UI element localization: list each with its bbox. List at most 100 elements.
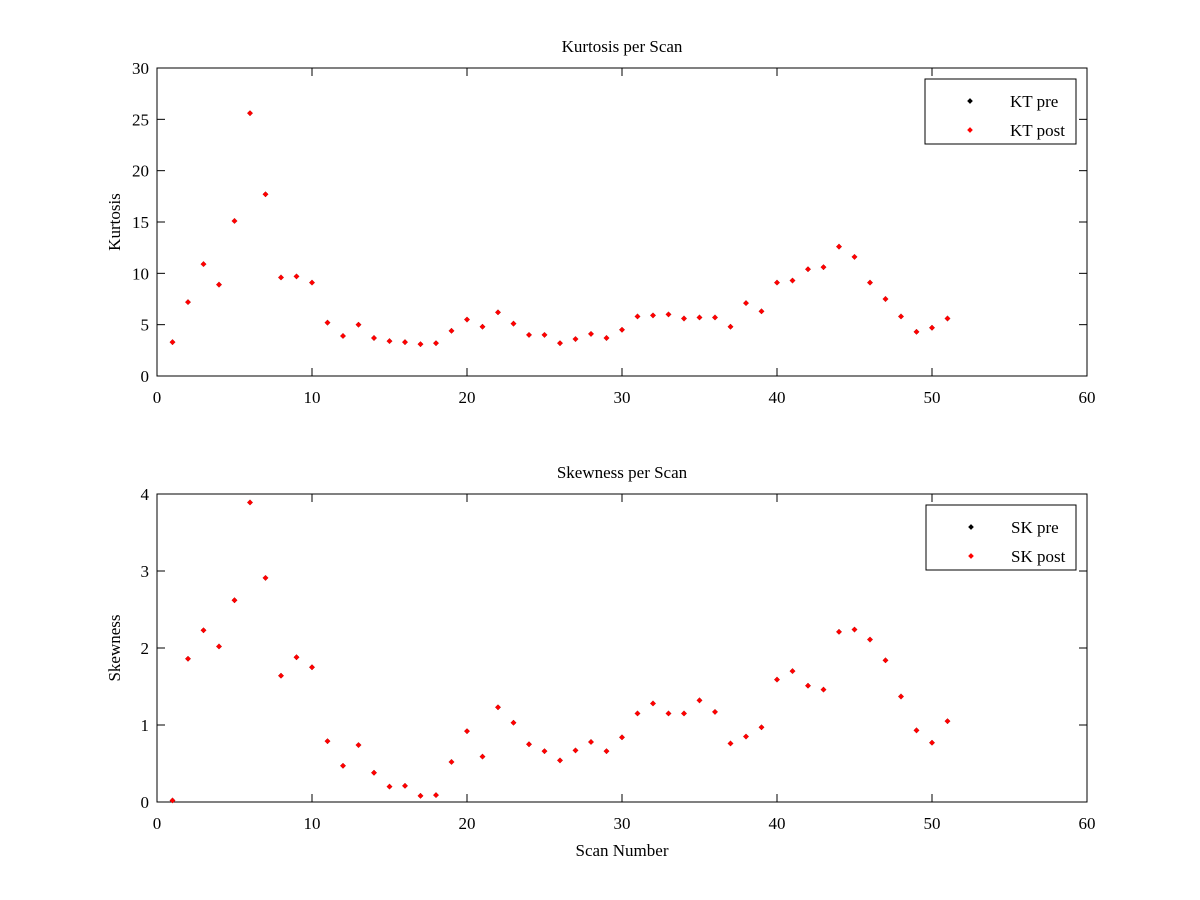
data-point	[805, 682, 811, 689]
x-tick-label: 30	[614, 814, 631, 833]
data-point	[355, 742, 362, 748]
data-point	[929, 739, 935, 746]
data-point	[433, 340, 439, 346]
legend-marker	[967, 98, 973, 104]
y-tick-label: 5	[141, 316, 150, 335]
data-point	[913, 727, 920, 734]
data-point	[417, 793, 424, 799]
data-point	[588, 739, 594, 745]
data-point	[464, 316, 470, 323]
data-point	[510, 320, 517, 327]
data-point	[371, 769, 377, 776]
y-tick-label: 1	[141, 716, 150, 735]
data-point	[758, 308, 765, 315]
chart-panel-1: 0 10 20 30 40 50 60 0 5 10 15 20 25 30 Kurtosis per Sc…	[105, 37, 1096, 407]
data-point	[665, 311, 672, 318]
data-point	[386, 338, 393, 344]
legend-box	[924, 78, 1077, 145]
data-point	[603, 748, 610, 755]
data-point	[433, 792, 439, 798]
data-point	[882, 657, 889, 664]
data-point	[495, 704, 501, 711]
legend-box	[925, 504, 1077, 571]
legend-label: SK post	[1011, 547, 1066, 566]
data-point	[324, 738, 331, 744]
data-point	[758, 724, 765, 731]
data-point	[820, 686, 827, 693]
data-point	[169, 339, 176, 345]
data-point	[231, 597, 238, 604]
data-point	[371, 335, 377, 341]
data-point	[402, 339, 408, 345]
chart-title: Skewness per Scan	[557, 463, 688, 482]
data-point	[231, 218, 238, 224]
legend: SK pre SK post	[925, 504, 1077, 571]
data-point	[200, 627, 207, 634]
data-point	[262, 191, 269, 198]
data-point	[324, 319, 331, 326]
x-tick-label: 20	[459, 814, 476, 833]
legend-label: KT pre	[1010, 92, 1058, 111]
x-tick-label: 0	[153, 814, 162, 833]
data-point	[185, 655, 191, 662]
data-point	[479, 323, 486, 330]
data-point	[634, 710, 641, 717]
data-point	[650, 700, 656, 707]
x-tick-label: 60	[1079, 814, 1096, 833]
data-point	[898, 313, 904, 320]
data-point	[867, 279, 873, 286]
data-point	[944, 718, 951, 724]
data-point	[681, 315, 687, 322]
data-point	[913, 329, 920, 335]
legend-label: KT post	[1010, 121, 1065, 140]
data-point	[696, 314, 703, 321]
data-point	[650, 312, 656, 319]
data-point	[464, 728, 470, 734]
data-point	[340, 762, 346, 769]
data-point	[386, 783, 393, 790]
legend-marker	[968, 524, 974, 530]
y-tick-label: 0	[141, 793, 150, 812]
y-tick-label: 4	[141, 485, 150, 504]
x-axis-label: Scan Number	[575, 841, 668, 860]
data-point	[743, 733, 749, 740]
data-point	[293, 273, 300, 280]
data-point	[712, 314, 718, 321]
data-point	[448, 327, 455, 334]
x-tick-label: 40	[769, 814, 786, 833]
data-point	[340, 333, 346, 339]
data-point	[789, 668, 796, 674]
data-point	[727, 323, 734, 330]
data-point	[572, 336, 579, 342]
x-tick-label: 10	[304, 388, 321, 407]
chart-panel-2: 0 10 20 30 40 50 60 0 1 2 3 4 Skewness per Scan Skewn…	[105, 463, 1096, 860]
series-2	[169, 499, 951, 804]
data-point	[479, 753, 486, 760]
data-point	[836, 243, 842, 250]
data-point	[727, 740, 734, 747]
legend-marker	[968, 553, 974, 559]
data-point	[774, 279, 780, 286]
data-point	[557, 757, 563, 764]
y-axis-label: Kurtosis	[105, 193, 124, 251]
y-tick-label: 10	[132, 264, 149, 283]
x-tick-label: 40	[769, 388, 786, 407]
data-point	[588, 331, 594, 337]
data-point	[417, 341, 424, 348]
data-point	[495, 309, 501, 316]
data-point	[851, 626, 858, 633]
data-point	[278, 672, 284, 679]
data-point	[169, 797, 176, 804]
x-tick-label: 50	[924, 814, 941, 833]
data-point	[526, 741, 532, 748]
x-tick-label: 20	[459, 388, 476, 407]
data-point	[696, 697, 703, 704]
legend: KT pre KT post	[924, 78, 1077, 145]
y-tick-label: 20	[132, 162, 149, 181]
data-point	[572, 747, 579, 754]
data-point	[882, 296, 889, 302]
data-point	[619, 734, 625, 741]
y-tick-label: 2	[141, 639, 150, 658]
data-point	[774, 676, 780, 683]
data-point	[929, 324, 935, 331]
